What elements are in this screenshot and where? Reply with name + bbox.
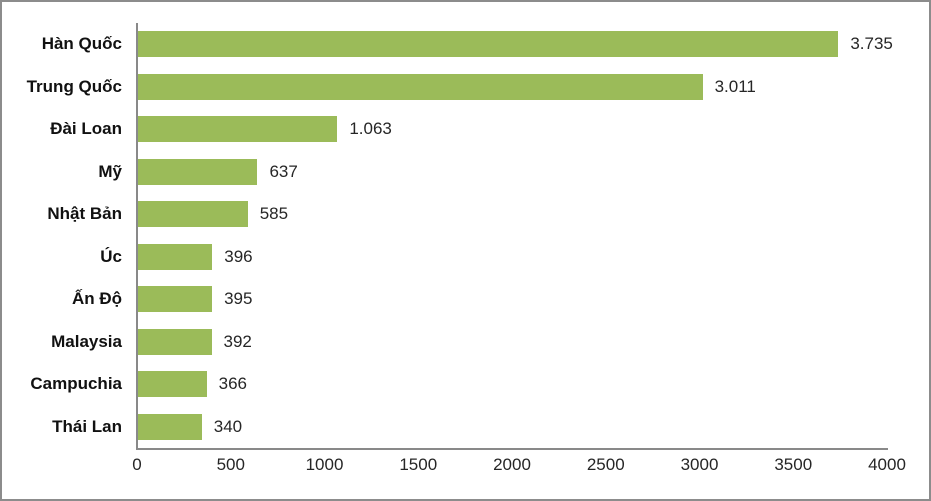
category-label: Campuchia	[30, 374, 122, 394]
bar	[138, 413, 202, 440]
bar	[138, 371, 207, 398]
x-tick-label: 4000	[868, 455, 906, 474]
x-tick-label: 0	[132, 455, 142, 474]
bar	[138, 158, 258, 185]
category-label: Nhật Bản	[47, 204, 122, 224]
x-tick-label: 3000	[680, 455, 719, 474]
bar	[138, 116, 338, 143]
bar	[138, 243, 213, 270]
value-label: 392	[223, 331, 252, 351]
category-label: Đài Loan	[50, 119, 122, 139]
category-label: Malaysia	[51, 331, 122, 351]
x-tick-label: 2000	[493, 455, 531, 474]
bar	[138, 286, 213, 313]
value-label: 585	[259, 204, 289, 224]
bar	[138, 201, 248, 228]
value-label: 340	[213, 416, 243, 436]
x-tick-label: 2500	[586, 455, 625, 474]
x-axis-line	[136, 448, 888, 450]
x-tick-label: 500	[216, 455, 245, 474]
bar	[138, 31, 839, 58]
bar	[138, 73, 703, 100]
category-label: Trung Quốc	[26, 76, 122, 96]
value-label: 3.011	[714, 76, 756, 96]
category-label: Mỹ	[98, 161, 122, 181]
x-tick-label: 3500	[774, 455, 813, 474]
bar	[138, 328, 212, 355]
value-label: 396	[224, 246, 253, 266]
y-axis-line	[136, 23, 138, 450]
category-label: Ấn Độ	[71, 289, 122, 309]
value-label: 366	[218, 374, 247, 394]
value-label: 3.735	[850, 34, 893, 54]
category-label: Thái Lan	[52, 416, 122, 436]
value-label: 395	[224, 289, 253, 309]
x-tick-label: 1000	[305, 455, 344, 474]
category-label: Úc	[100, 246, 122, 266]
x-tick-label: 1500	[399, 455, 438, 474]
value-label: 637	[269, 161, 298, 181]
value-label: 1.063	[349, 119, 392, 139]
category-label: Hàn Quốc	[41, 34, 122, 54]
